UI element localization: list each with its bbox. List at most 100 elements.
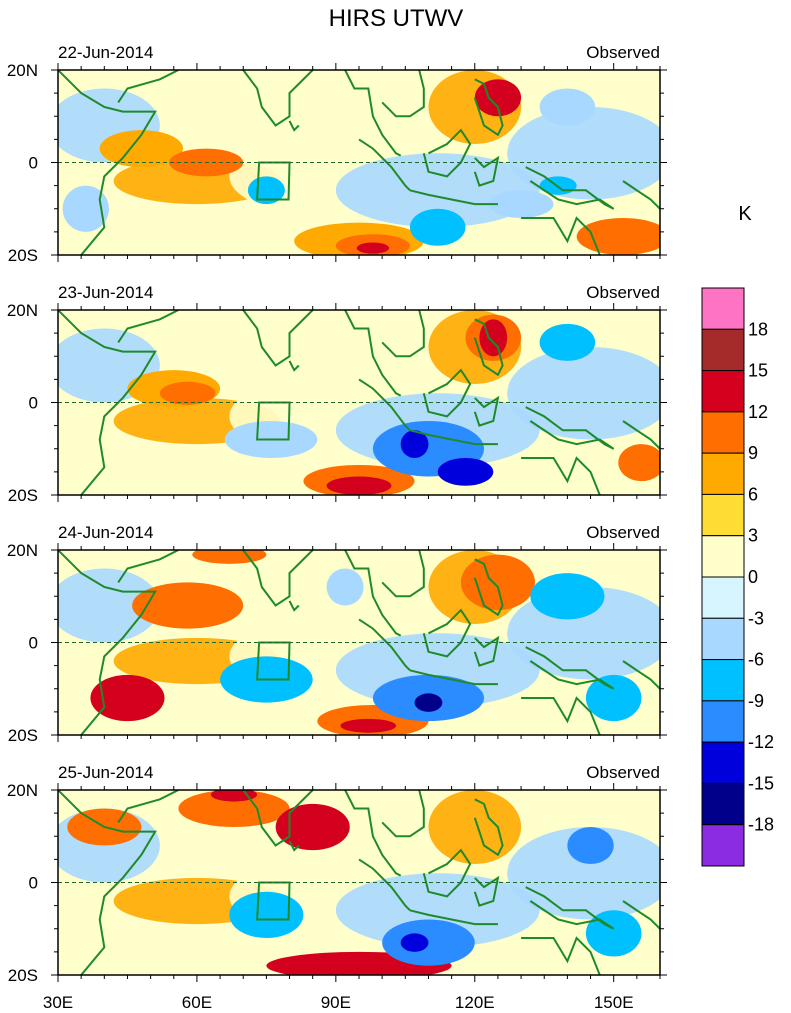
- coastline: [622, 900, 660, 930]
- coastline: [422, 608, 472, 658]
- coastline: [409, 669, 498, 686]
- anomaly-contour: [576, 218, 660, 255]
- y-tick-label: 0: [29, 634, 38, 653]
- map-panel: 20N 0 20S 23-Jun-2014 Observed: [7, 283, 667, 505]
- coastline: [117, 790, 179, 823]
- coastline: [622, 660, 660, 690]
- panel-label: Observed: [586, 763, 660, 782]
- y-tick-label: 20N: [7, 781, 38, 800]
- colorbar-swatch: [701, 411, 745, 454]
- anomaly-contour: [409, 208, 466, 246]
- coastline: [473, 798, 504, 857]
- anomaly-contour: [229, 891, 304, 938]
- colorbar-swatch: [701, 617, 745, 661]
- colorbar-swatch: [701, 700, 745, 743]
- anomaly-contour: [62, 185, 109, 232]
- colorbar-swatch: [701, 370, 745, 413]
- coastline: [288, 360, 300, 372]
- coastline: [288, 120, 300, 132]
- anomaly-contour: [618, 444, 660, 482]
- figure-title: HIRS UTWV: [329, 5, 464, 32]
- coastline: [224, 550, 314, 607]
- coastline: [358, 618, 411, 671]
- anomaly-field: [58, 790, 660, 975]
- x-tick-label: 150E: [594, 993, 634, 1012]
- anomaly-contour: [437, 458, 494, 486]
- coastline: [473, 875, 500, 907]
- anomaly-contour: [326, 568, 364, 606]
- coastline: [344, 70, 402, 157]
- coastline: [473, 395, 500, 427]
- coastline: [58, 790, 157, 975]
- anomaly-contour: [567, 827, 614, 864]
- panel-date: 22-Jun-2014: [58, 43, 153, 62]
- colorbar-tick-label: -6: [748, 650, 764, 670]
- colorbar-tick-label: 9: [748, 443, 758, 463]
- anomaly-contour: [530, 573, 605, 620]
- anomaly-contour: [585, 674, 642, 722]
- coastline: [117, 310, 179, 343]
- coastline: [381, 790, 425, 838]
- coastline: [622, 180, 660, 210]
- panel-label: Observed: [586, 43, 660, 62]
- map-panels: 20N 0 20S 22-Jun-2014 Observed 20N 0 20S 23-Jun-…: [7, 43, 667, 1012]
- colorbar-tick-label: 6: [748, 484, 758, 504]
- y-tick-label: 0: [29, 874, 38, 893]
- anomaly-contour: [414, 693, 443, 712]
- colorbar-swatch: [701, 493, 745, 537]
- y-tick-label: 20S: [8, 486, 38, 505]
- y-tick-label: 20N: [7, 301, 38, 320]
- coastline: [224, 790, 314, 847]
- coastline: [344, 790, 402, 877]
- coastline: [521, 696, 601, 735]
- colorbar: 18 15 12 9 6 3 0 -3 -6 -9 -12 -15 -18: [701, 287, 774, 867]
- colorbar-swatch: [701, 824, 745, 867]
- coastline: [344, 310, 402, 397]
- coastline: [288, 840, 300, 852]
- anomaly-contour: [539, 323, 596, 361]
- panel-label: Observed: [586, 523, 660, 542]
- x-tick-label: 30E: [43, 993, 73, 1012]
- anomaly-contour: [539, 88, 596, 126]
- coastline: [521, 216, 601, 255]
- colorbar-tick-label: -3: [748, 608, 764, 628]
- anomaly-contour: [460, 554, 535, 611]
- coastline: [58, 310, 157, 495]
- coastline: [409, 909, 498, 926]
- coastline: [473, 318, 504, 377]
- anomaly-region: [507, 347, 660, 440]
- y-tick-label: 0: [29, 154, 38, 173]
- coastline: [381, 550, 425, 598]
- anomaly-region: [335, 873, 540, 948]
- colorbar-tick-label: 0: [748, 567, 758, 587]
- coastline: [473, 558, 504, 617]
- colorbar-swatch: [701, 782, 745, 826]
- coastline: [358, 378, 411, 431]
- coastline: [473, 78, 504, 137]
- x-tick-label: 120E: [455, 993, 495, 1012]
- anomaly-contour: [178, 790, 290, 827]
- colorbar-tick-label: 18: [748, 319, 768, 339]
- panel-date: 25-Jun-2014: [58, 763, 153, 782]
- coastline: [381, 70, 425, 118]
- coastline: [525, 406, 615, 450]
- coastline: [422, 128, 472, 178]
- colorbar-swatch: [701, 741, 745, 784]
- y-tick-label: 0: [29, 394, 38, 413]
- coastline: [344, 550, 402, 637]
- colorbar-swatch: [701, 535, 745, 578]
- anomaly-contour: [159, 381, 216, 405]
- anomaly-field: [58, 70, 660, 255]
- x-tick-label: 90E: [321, 993, 351, 1012]
- colorbar-tick-label: -18: [748, 815, 774, 835]
- anomaly-region: [428, 790, 522, 864]
- coastline: [622, 420, 660, 450]
- coastline: [58, 70, 157, 255]
- colorbar-swatch: [701, 287, 745, 330]
- coastline: [521, 936, 601, 975]
- map-panel: 20N 0 20S 22-Jun-2014 Observed: [7, 43, 667, 265]
- colorbar-tick-label: 12: [748, 402, 768, 422]
- colorbar-swatch: [701, 328, 745, 372]
- anomaly-region: [507, 107, 660, 200]
- coastline: [473, 155, 500, 187]
